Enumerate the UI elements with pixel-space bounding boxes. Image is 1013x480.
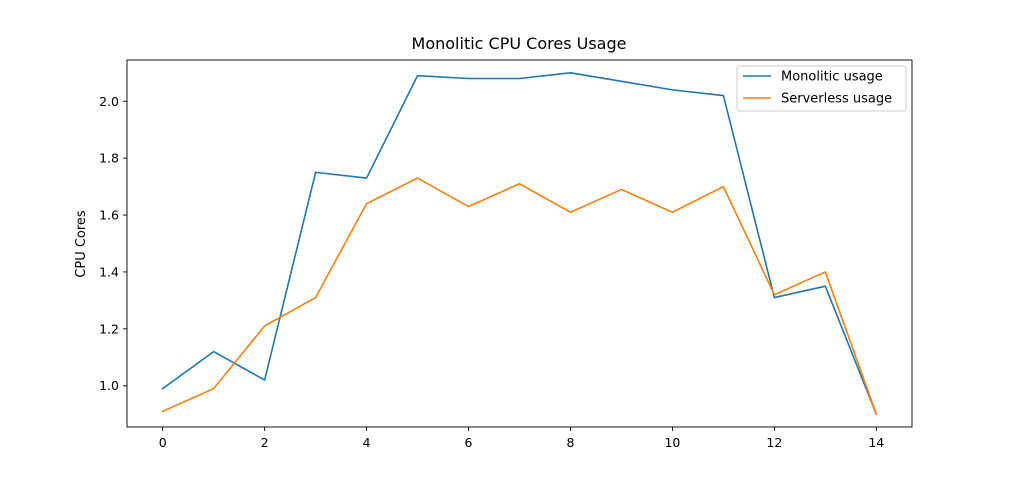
y-tick-label: 2.0	[99, 94, 119, 109]
series-line-2	[161, 177, 878, 416]
legend-box	[736, 65, 907, 112]
x-tick-label: 0	[159, 435, 167, 450]
y-tick-label: 1.2	[99, 321, 119, 336]
legend-entry-2: Serverless usage	[781, 92, 892, 107]
y-tick-label: 1.8	[99, 151, 119, 166]
series-line-1	[161, 72, 878, 416]
chart-title: Monolitic CPU Cores Usage	[412, 34, 627, 53]
x-tick-label: 10	[664, 435, 680, 450]
legend-entry-1: Monolitic usage	[781, 70, 883, 85]
y-tick-label: 1.6	[99, 208, 119, 223]
y-tick-label: 1.0	[99, 378, 119, 393]
y-tick-label: 1.4	[99, 264, 119, 279]
y-axis-label: CPU Cores	[74, 210, 89, 278]
x-tick-label: 4	[363, 435, 371, 450]
x-tick-label: 8	[566, 435, 574, 450]
axes-frame	[126, 59, 913, 428]
x-tick-label: 2	[261, 435, 269, 450]
x-tick-label: 6	[465, 435, 473, 450]
x-tick-label: 12	[766, 435, 782, 450]
x-tick-label: 14	[868, 435, 884, 450]
legend: Monolitic usage Serverless usage	[736, 65, 907, 112]
plot-area: 0 2 4 6 8 10 12 14 1.0 1.2 1.4 1.6 1.8 2.0 Monolitic u…	[99, 59, 913, 450]
